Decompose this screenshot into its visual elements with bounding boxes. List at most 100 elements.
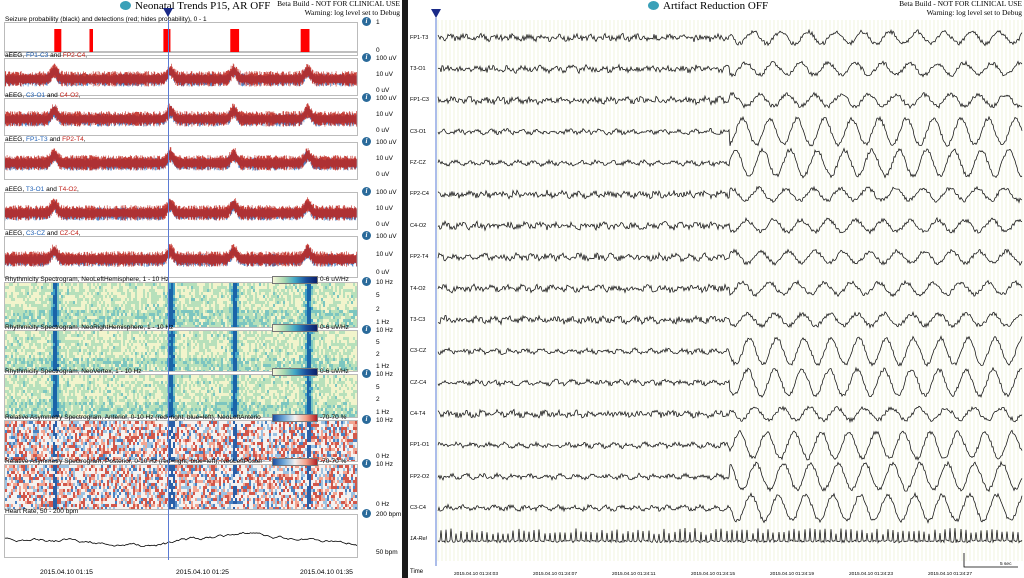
info-icon[interactable]: i [362,187,371,196]
trend-panel-5[interactable] [4,236,358,278]
trend-panel-0[interactable] [4,22,358,56]
panel-tick-label: 0 uV [376,269,390,276]
panel-tick-label: 1 Hz [376,363,390,370]
eeg-time-label: 2015.04.10 01:24:19 [770,572,815,577]
trends-header: Neonatal Trends P15, AR OFF Beta Build -… [0,0,402,16]
trends-title: Neonatal Trends P15, AR OFF [120,0,270,12]
channel-label[interactable]: T4-O2 [410,285,426,292]
channel-label[interactable]: C3-O1 [410,128,427,135]
channel-label[interactable]: 1A-Rel [410,536,427,543]
trend-plot-rhy [5,283,357,327]
channel-label[interactable]: C4-T4 [410,410,426,417]
eeg-trace-cz-c4 [437,366,1023,398]
channel-label[interactable]: FP1-T3 [410,34,429,41]
seizure-detection-2 [163,29,171,52]
info-icon[interactable]: i [362,415,371,424]
panel-tick-label: 10 uV [376,251,393,258]
brain-icon [648,1,659,10]
trend-panel-6[interactable] [4,282,358,328]
trend-panel-2[interactable] [4,98,358,136]
trends-cursor-marker-icon[interactable] [163,8,173,17]
info-icon[interactable]: i [362,369,371,378]
channel-label[interactable]: FP2-T4 [410,254,429,261]
trend-panel-title: Rhythmicity Spectrogram, NeoVertex, 1 - … [5,368,142,375]
trend-panel-8[interactable] [4,374,358,418]
trend-panel-title: Rhythmicity Spectrogram, NeoRightHemisph… [5,324,173,331]
eeg-trace-t3-o1 [437,60,1023,78]
title-part: , [78,230,81,237]
channel-label[interactable]: C4-O2 [410,222,427,229]
trend-plot-aeeg [5,63,357,87]
panel-tick-label: 0 uV [376,171,390,178]
eeg-title: Artifact Reduction OFF [648,0,768,12]
trend-panel-title: Relative Asymmetry Spectrogram, Anterior… [5,414,261,421]
eeg-time-label: 2015.04.10 01:24:27 [928,572,973,577]
colorbar [272,368,318,376]
title-part: FP2-C4 [62,52,86,59]
title-part: Rhythmicity Spectrogram, NeoLeftHemisphe… [5,276,170,283]
channel-label[interactable]: FP2-C4 [410,191,429,198]
panel-tick-label: 1 Hz [376,409,390,416]
info-icon[interactable]: i [362,137,371,146]
brain-icon [120,1,131,10]
info-icon[interactable]: i [362,17,371,26]
eeg-trace-fp1-o1 [437,429,1023,461]
trends-cursor-line[interactable] [168,20,169,560]
panel-tick-label: 0 uV [376,221,390,228]
panel-tick-label: 5 [376,292,380,300]
title-part: FP1-C3 [25,52,49,59]
info-icon[interactable]: i [362,325,371,334]
trend-panel-11[interactable] [4,514,358,558]
colorbar-label: -70-70 % [320,458,347,465]
trend-panel-title: Relative Asymmetry Spectrogram, Posterio… [5,458,263,465]
panel-tick-label: 10 Hz [376,371,393,378]
title-part: aEEG, [5,230,26,237]
info-icon[interactable]: i [362,93,371,102]
info-icon[interactable]: i [362,459,371,468]
colorbar-label: 0-6 uV/Hz [320,324,349,331]
colorbar-label: -70-70 % [320,414,347,421]
eeg-trace-fz-cz [437,147,1023,179]
info-icon[interactable]: i [362,53,371,62]
channel-label[interactable]: C3-C4 [410,504,426,511]
trend-plot-aeeg [5,147,357,171]
eeg-trace-c4-o2 [437,216,1023,235]
channel-label[interactable]: T3-O1 [410,66,426,73]
trend-panel-7[interactable] [4,330,358,372]
title-part: , [77,186,79,193]
trend-panel-3[interactable] [4,142,358,180]
panel-tick-label: 1 Hz [376,319,390,326]
panel-tick-label: 100 uV [376,139,397,146]
eeg-time-label: 2015.04.10 01:24:03 [454,572,499,577]
title-part: C3-CZ [25,230,46,237]
channel-label[interactable]: FP1-O1 [410,442,430,449]
eeg-traces[interactable] [408,0,1024,578]
channel-label[interactable]: FP2-O2 [410,473,430,480]
trend-panel-title: aEEG, FP1-C3 and FP2-C4, [5,52,87,59]
info-icon[interactable]: i [362,509,371,518]
eeg-trace-1a-rel [437,527,1023,544]
channel-label[interactable]: FP1-C3 [410,97,429,104]
trend-panel-1[interactable] [4,58,358,96]
channel-label[interactable]: T3-C3 [410,316,426,323]
trend-plot-rhy [5,375,357,417]
panel-tick-label: 10 Hz [376,279,393,286]
trend-panel-4[interactable] [4,192,358,230]
panel-tick-label: 100 uV [376,55,397,62]
channel-label[interactable]: FZ-CZ [410,160,426,167]
seizure-detection-4 [300,29,310,52]
channel-label[interactable]: C3-CZ [410,348,427,355]
panel-tick-label: 100 uV [376,233,397,240]
panel-tick-label: 1 [376,19,380,26]
title-part: aEEG, [5,52,26,59]
window-divider[interactable] [402,0,408,578]
trend-panel-10[interactable] [4,464,358,510]
eeg-trace-fp1-c3 [437,91,1023,110]
channel-label[interactable]: CZ-C4 [410,379,427,386]
eeg-header: Artifact Reduction OFF Beta Build - NOT … [408,0,1024,16]
eeg-cursor-marker-icon[interactable] [431,9,441,18]
trend-plot-seiz [5,29,357,53]
trend-panel-9[interactable] [4,420,358,462]
info-icon[interactable]: i [362,277,371,286]
info-icon[interactable]: i [362,231,371,240]
